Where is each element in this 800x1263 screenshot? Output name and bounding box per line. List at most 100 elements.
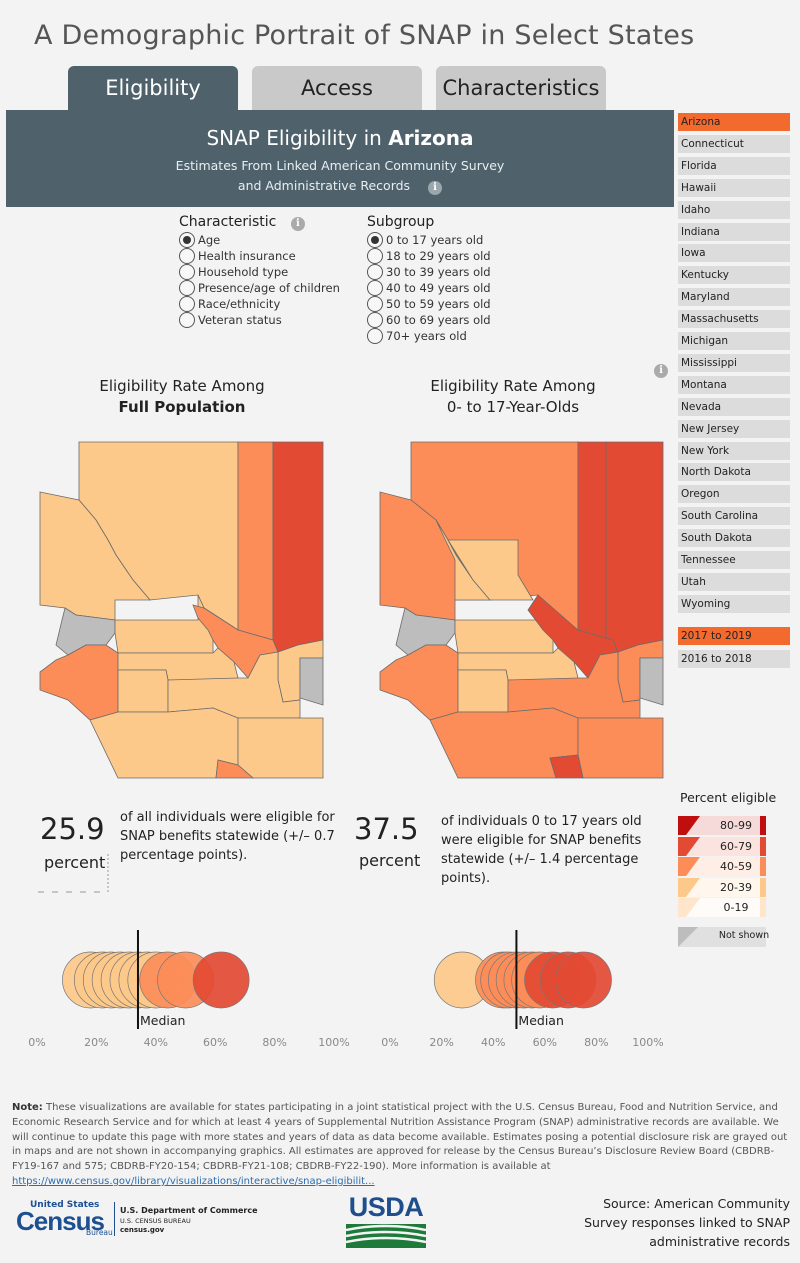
state-filter-item[interactable]: Florida: [678, 156, 790, 175]
left-stat-line: SNAP benefits statewide (+/– 0.7: [120, 829, 335, 844]
right-axis-tick-label: 80%: [584, 1036, 608, 1049]
county-pima-west[interactable]: [457, 669, 509, 713]
state-filter-item[interactable]: Massachusetts: [678, 310, 790, 329]
county-yuma[interactable]: [379, 644, 459, 721]
left-axis-tick-label: 60%: [203, 1036, 227, 1049]
left-map-title-line2: Full Population: [118, 398, 246, 416]
radio-button[interactable]: [367, 248, 383, 264]
county-gila[interactable]: [527, 594, 619, 679]
state-filter-item[interactable]: Wyoming: [678, 594, 790, 613]
right-axis-tick-label: 20%: [429, 1036, 453, 1049]
info-icon[interactable]: i: [654, 364, 668, 378]
state-filter-item[interactable]: Mississippi: [678, 353, 790, 372]
page-title: A Demographic Portrait of SNAP in Select…: [34, 20, 695, 51]
characteristic-option-label: Age: [198, 233, 221, 247]
county-navajo[interactable]: [237, 441, 274, 641]
left-state-circle[interactable]: [192, 951, 250, 1009]
info-icon[interactable]: i: [428, 181, 443, 195]
legend-bin-label: 0-19: [723, 901, 749, 914]
legend-bin: 20-39: [678, 877, 766, 897]
state-filter-item[interactable]: Oregon: [678, 485, 790, 504]
banner-heading-prefix: SNAP Eligibility in: [206, 126, 382, 150]
county-cochise[interactable]: [237, 717, 324, 779]
county-navajo[interactable]: [577, 441, 607, 641]
state-filter-item[interactable]: Nevada: [678, 397, 790, 416]
state-filter-item[interactable]: Tennessee: [678, 551, 790, 569]
year-filter-item[interactable]: 2017 to 2019: [678, 627, 790, 645]
usda-logo[interactable]: USDA: [344, 1192, 428, 1252]
county-yuma[interactable]: [39, 644, 119, 721]
county-apache[interactable]: [605, 441, 664, 653]
state-filter-item[interactable]: New York: [678, 441, 790, 460]
county-pima-west[interactable]: [117, 669, 169, 713]
right-state-circle[interactable]: [555, 951, 612, 1009]
legend-bin-label: 40-59: [720, 860, 752, 873]
tab-eligibility[interactable]: Eligibility: [68, 66, 238, 110]
state-filter-item[interactable]: South Dakota: [678, 529, 790, 548]
banner-heading: SNAP Eligibility in Arizona: [6, 126, 674, 150]
county-apache[interactable]: [272, 441, 324, 653]
commerce-line2: U.S. CENSUS BUREAU: [120, 1217, 191, 1225]
state-filter-item[interactable]: Hawaii: [678, 178, 790, 197]
census-bureau-logo[interactable]: United States Census Bureau U.S. Departm…: [16, 1200, 266, 1240]
radio-button[interactable]: [179, 280, 195, 296]
subgroup-option-label: 30 to 39 years old: [386, 265, 491, 279]
county-cochise[interactable]: [577, 717, 664, 779]
state-filter-item[interactable]: Utah: [678, 572, 790, 591]
subgroup-option-label: 18 to 29 years old: [386, 249, 491, 263]
radio-button[interactable]: [179, 296, 195, 312]
radio-button[interactable]: [179, 248, 195, 264]
state-filter-item[interactable]: Kentucky: [678, 266, 790, 285]
subgroup-option-label: 40 to 49 years old: [386, 281, 491, 295]
radio-button[interactable]: [179, 232, 195, 248]
county-coconino-south[interactable]: [447, 539, 534, 601]
left-strip-plot: Median 0% 20% 40% 60% 80% 100%: [28, 930, 350, 1049]
right-axis-tick-label: 100%: [632, 1036, 663, 1049]
right-stat-line: statewide (+/– 1.4 percentage: [441, 852, 639, 867]
commerce-line1: U.S. Department of Commerce: [120, 1206, 258, 1215]
state-filter-item[interactable]: Montana: [678, 375, 790, 394]
legend-bin: 40-59: [678, 857, 766, 876]
state-filter-item[interactable]: Indiana: [678, 222, 790, 241]
state-filter-item[interactable]: Idaho: [678, 200, 790, 219]
state-filter-item[interactable]: Maryland: [678, 288, 790, 307]
legend-swatch: [678, 877, 766, 897]
state-filter-item[interactable]: Connecticut: [678, 134, 790, 153]
source-line: Survey responses linked to SNAP: [584, 1215, 790, 1230]
radio-button[interactable]: [367, 296, 383, 312]
radio-button[interactable]: [367, 328, 383, 344]
radio-button[interactable]: [367, 280, 383, 296]
county-pima[interactable]: [89, 707, 239, 779]
state-filter-item[interactable]: Arizona: [678, 113, 790, 131]
county-santa-cruz[interactable]: [549, 754, 584, 779]
right-stat-value: 37.5: [354, 812, 419, 846]
left-map-title-line1: Eligibility Rate Among: [99, 377, 265, 395]
tab-characteristics[interactable]: Characteristics: [436, 66, 606, 110]
right-stat-line: points).: [441, 871, 491, 886]
radio-button[interactable]: [179, 312, 195, 328]
radio-button[interactable]: [367, 232, 383, 248]
tab-access[interactable]: Access: [252, 66, 422, 110]
state-filter-item[interactable]: Michigan: [678, 332, 790, 350]
radio-button[interactable]: [179, 264, 195, 280]
left-county-map: [39, 441, 324, 779]
right-axis-tick-label: 40%: [481, 1036, 505, 1049]
banner-subtitle-line2-wrap: and Administrative Records i: [6, 178, 674, 195]
right-map-title-line1: Eligibility Rate Among: [430, 377, 596, 395]
left-axis-tick-label: 20%: [84, 1036, 108, 1049]
county-santa-cruz[interactable]: [215, 759, 255, 779]
county-greenlee[interactable]: [639, 657, 664, 706]
state-filter-item[interactable]: New Jersey: [678, 419, 790, 438]
census-logo-line3: Bureau: [86, 1228, 113, 1237]
state-filter-item[interactable]: Iowa: [678, 244, 790, 263]
radio-button[interactable]: [367, 312, 383, 328]
county-greenlee[interactable]: [299, 657, 324, 706]
year-filter-item[interactable]: 2016 to 2018: [678, 650, 790, 668]
characteristic-option-label: Health insurance: [198, 249, 296, 263]
info-icon[interactable]: i: [290, 217, 305, 231]
radio-button[interactable]: [367, 264, 383, 280]
state-filter-item[interactable]: South Carolina: [678, 507, 790, 526]
more-info-link[interactable]: https://www.census.gov/library/visualiza…: [12, 1175, 375, 1187]
state-filter-item[interactable]: North Dakota: [678, 463, 790, 482]
characteristic-option-label: Presence/age of children: [198, 281, 340, 295]
